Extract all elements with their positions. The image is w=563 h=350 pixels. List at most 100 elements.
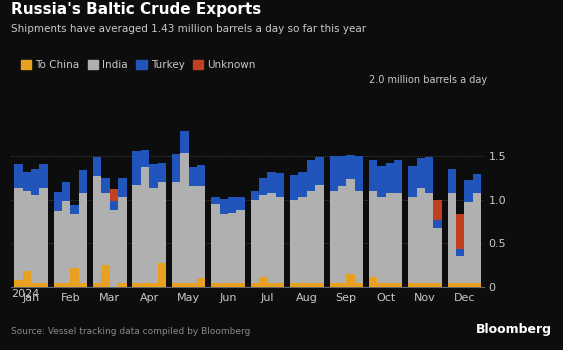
Bar [118, 197, 127, 283]
Bar [369, 276, 377, 287]
Bar [79, 170, 87, 193]
Bar [425, 283, 434, 287]
Text: 2024: 2024 [11, 289, 39, 299]
Bar [417, 188, 425, 283]
Bar [298, 197, 307, 283]
Bar [456, 256, 464, 283]
Bar [172, 154, 180, 182]
Bar [267, 283, 276, 287]
Bar [307, 191, 315, 283]
Bar [236, 210, 245, 283]
Bar [377, 283, 386, 287]
Bar [39, 283, 48, 287]
Bar [180, 283, 189, 287]
Bar [110, 201, 118, 210]
Bar [70, 214, 79, 268]
Bar [197, 278, 205, 287]
Bar [417, 283, 425, 287]
Bar [93, 176, 101, 283]
Bar [141, 167, 149, 283]
Bar [211, 197, 220, 204]
Bar [276, 283, 284, 287]
Bar [434, 229, 442, 283]
Bar [220, 283, 228, 287]
Bar [53, 192, 62, 211]
Bar [180, 153, 189, 283]
Bar [408, 197, 417, 283]
Bar [355, 283, 363, 287]
Bar [220, 214, 228, 283]
Bar [31, 283, 39, 287]
Bar [149, 188, 158, 283]
Bar [315, 185, 324, 283]
Bar [346, 155, 355, 179]
Bar [425, 157, 434, 193]
Bar [369, 160, 377, 191]
Bar [259, 276, 267, 287]
Bar [14, 188, 23, 280]
Bar [456, 283, 464, 287]
Bar [14, 164, 23, 188]
Bar [346, 274, 355, 287]
Bar [473, 283, 481, 287]
Bar [338, 186, 346, 283]
Bar [259, 195, 267, 276]
Bar [386, 163, 394, 193]
Bar [355, 156, 363, 191]
Bar [110, 189, 118, 201]
Bar [228, 197, 236, 212]
Bar [307, 160, 315, 191]
Text: Shipments have averaged 1.43 million barrels a day so far this year: Shipments have averaged 1.43 million bar… [11, 25, 367, 35]
Bar [62, 182, 70, 201]
Bar [141, 150, 149, 167]
Bar [93, 283, 101, 287]
Bar [338, 156, 346, 186]
Bar [464, 202, 473, 283]
Bar [118, 178, 127, 197]
Bar [315, 157, 324, 185]
Text: Bloomberg: Bloomberg [476, 323, 552, 336]
Bar [149, 164, 158, 188]
Bar [290, 283, 298, 287]
Bar [276, 173, 284, 197]
Bar [23, 172, 31, 191]
Bar [464, 180, 473, 202]
Bar [456, 249, 464, 256]
Text: 2.0 million barrels a day: 2.0 million barrels a day [369, 75, 487, 85]
Bar [211, 283, 220, 287]
Bar [23, 271, 31, 287]
Bar [434, 220, 442, 229]
Bar [228, 212, 236, 283]
Bar [434, 283, 442, 287]
Bar [62, 201, 70, 283]
Bar [197, 164, 205, 186]
Bar [79, 193, 87, 283]
Bar [189, 283, 197, 287]
Bar [251, 283, 259, 287]
Bar [14, 280, 23, 287]
Bar [141, 283, 149, 287]
Bar [101, 178, 110, 194]
Text: Russia's Baltic Crude Exports: Russia's Baltic Crude Exports [11, 2, 261, 17]
Bar [355, 191, 363, 283]
Bar [172, 283, 180, 287]
Bar [132, 185, 141, 283]
Bar [93, 157, 101, 176]
Bar [276, 197, 284, 283]
Bar [448, 193, 456, 283]
Bar [267, 172, 276, 193]
Bar [251, 199, 259, 283]
Bar [228, 283, 236, 287]
Bar [62, 283, 70, 287]
Bar [267, 193, 276, 283]
Bar [53, 211, 62, 283]
Bar [290, 175, 298, 199]
Bar [377, 197, 386, 283]
Bar [31, 169, 39, 195]
Bar [79, 283, 87, 287]
Bar [158, 182, 166, 262]
Bar [417, 158, 425, 188]
Bar [211, 204, 220, 283]
Bar [298, 173, 307, 197]
Bar [189, 186, 197, 283]
